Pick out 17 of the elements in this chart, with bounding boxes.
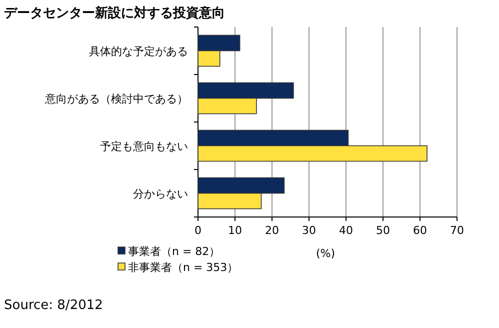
source-note: Source: 8/2012 xyxy=(4,298,103,313)
y-tick-label: 意向がある（検討中である） xyxy=(44,92,188,106)
x-tick-label: 30 xyxy=(302,224,316,237)
x-tick-label: 20 xyxy=(265,224,279,237)
x-tick-label: 10 xyxy=(228,224,242,237)
legend-label: 事業者（n = 82） xyxy=(128,245,220,258)
x-tick-label: 70 xyxy=(450,224,464,237)
x-axis-title: (%) xyxy=(316,247,336,260)
x-tick-label: 0 xyxy=(194,224,202,237)
y-tick-label: 具体的な予定がある xyxy=(89,44,188,58)
chart-title: データセンター新設に対する投資意向 xyxy=(4,5,225,21)
x-tick-label: 60 xyxy=(413,224,427,237)
legend-label: 非事業者（n = 353） xyxy=(128,261,238,274)
x-tick-label: 40 xyxy=(339,224,353,237)
y-tick-label: 分からない xyxy=(133,187,188,200)
x-tick-label: 50 xyxy=(376,224,390,237)
y-tick-label: 予定も意向もない xyxy=(100,140,188,153)
